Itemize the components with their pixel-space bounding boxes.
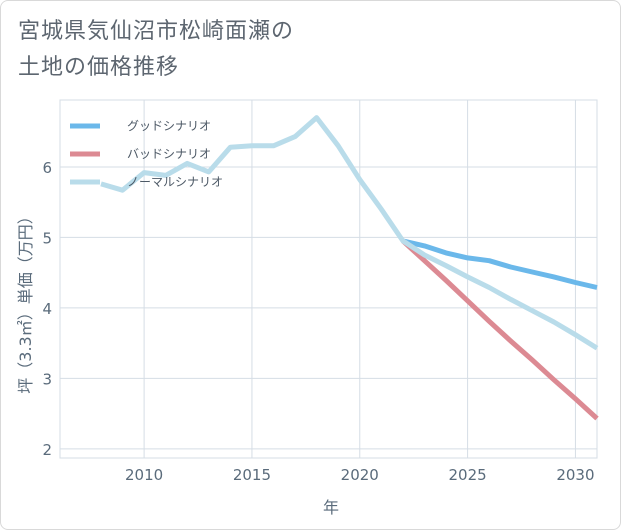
x-axis-title: 年	[323, 498, 339, 517]
chart-title-line-1: 宮城県気仙沼市松崎面瀬の	[18, 19, 295, 44]
y-tick-label: 6	[42, 159, 52, 177]
x-tick-label: 2025	[449, 466, 487, 484]
x-tick-label: 2020	[341, 466, 379, 484]
series-line-1	[402, 238, 598, 290]
chart-title-line-2: 土地の価格推移	[18, 55, 180, 80]
y-axis-ticks: 2 3 4 5 6	[42, 159, 52, 459]
chart-title: 宮城県気仙沼市松崎面瀬の 土地の価格推移	[18, 14, 418, 86]
legend-label: バッドシナリオ	[127, 147, 211, 161]
y-axis-title: 坪（3.3㎡）単価（万円）	[16, 208, 35, 393]
legend-item-3[interactable]: ノーマルシナリオ	[70, 175, 223, 189]
x-tick-label: 2030	[556, 466, 594, 484]
legend-label: ノーマルシナリオ	[127, 175, 223, 189]
y-tick-label: 4	[42, 300, 52, 318]
x-axis-ticks: 2010 2015 2020 2025 2030	[125, 466, 595, 484]
x-tick-label: 2010	[125, 466, 163, 484]
y-tick-label: 5	[42, 229, 52, 247]
x-tick-label: 2015	[233, 466, 271, 484]
series-line-3	[100, 115, 599, 351]
legend-label: グッドシナリオ	[127, 119, 211, 133]
plot-frame	[59, 99, 598, 459]
series-lines	[100, 115, 599, 421]
y-tick-label: 3	[42, 370, 52, 388]
y-tick-label: 2	[42, 441, 52, 459]
legend-item-1[interactable]: グッドシナリオ	[70, 119, 211, 133]
series-line-2	[401, 239, 599, 421]
legend-item-2[interactable]: バッドシナリオ	[70, 147, 211, 161]
